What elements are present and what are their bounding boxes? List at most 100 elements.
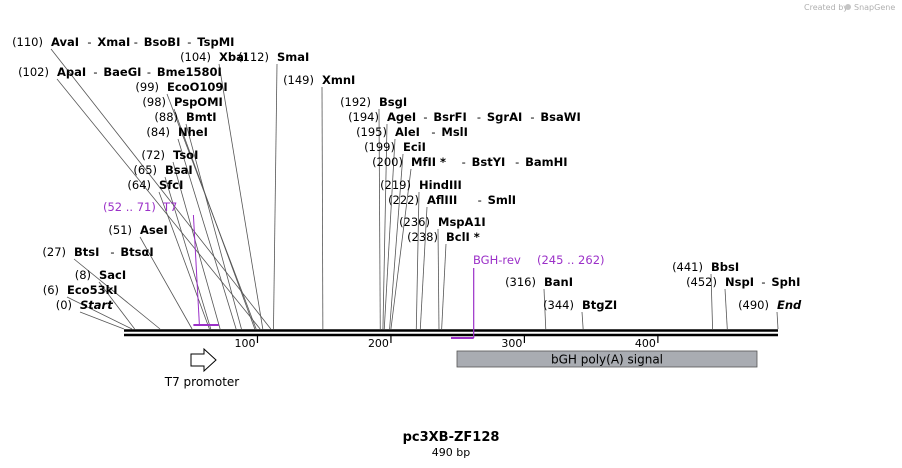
site-ecii[interactable]: (199) EciI xyxy=(364,140,426,154)
enzyme-separator: - xyxy=(431,125,435,139)
site-agei[interactable]: (194) AgeI - BsrFI - SgrAI - BsaWI xyxy=(348,110,581,124)
site-position: (51) xyxy=(108,223,132,237)
site-connector xyxy=(218,63,264,330)
primer-t7[interactable]: (52 .. 71) T7 xyxy=(103,200,219,326)
enzyme-name: SgrAI xyxy=(487,110,522,124)
site-mfii[interactable]: (200) MfII * - BstYI - BamHI xyxy=(372,155,567,169)
enzyme-name: BsaI xyxy=(165,163,193,177)
site-position: (452) xyxy=(686,275,717,289)
site-bmti[interactable]: (88) BmtI xyxy=(154,110,216,124)
site-nhei[interactable]: (84) NheI xyxy=(146,125,208,139)
site-nspi[interactable]: (452) NspI - SphI xyxy=(686,275,800,289)
site-position: (112) xyxy=(238,50,269,64)
site-btsi[interactable]: (27) BtsI - BtsαI xyxy=(42,245,153,259)
site-position: (316) xyxy=(505,275,536,289)
site-bbsi[interactable]: (441) BbsI xyxy=(672,260,739,274)
enzyme-name: MspA1I xyxy=(438,215,486,229)
site-position: (222) xyxy=(388,193,419,207)
enzyme-name: NheI xyxy=(178,125,208,139)
site-btgzi[interactable]: (344) BtgZI xyxy=(543,298,617,312)
site-pspomi[interactable]: (98) PspOMI xyxy=(142,95,222,109)
site-position: (98) xyxy=(142,95,166,109)
site-start[interactable]: (0) Start xyxy=(56,298,114,312)
snapgene-logo-icon xyxy=(845,4,851,10)
site-xbai[interactable]: (104) XbaI xyxy=(180,50,248,64)
site-end[interactable]: (490) End xyxy=(738,298,802,312)
site-alei[interactable]: (195) AleI - MslI xyxy=(356,125,468,139)
site-connector xyxy=(66,296,133,330)
enzyme-name: AseI xyxy=(140,223,168,237)
enzyme-name: MfII * xyxy=(411,155,446,169)
site-apai[interactable]: (102) ApaI - BaeGI - Bme1580I xyxy=(18,65,222,79)
site-position: (199) xyxy=(364,140,395,154)
enzyme-separator: - xyxy=(147,65,151,79)
site-position: (0) xyxy=(56,298,72,312)
enzyme-name: AvaI xyxy=(51,35,79,49)
enzyme-name: BanI xyxy=(544,275,573,289)
credit-text: Created by xyxy=(804,3,848,12)
feature-label: T7 promoter xyxy=(164,375,240,389)
enzyme-name: AgeI xyxy=(387,110,416,124)
enzyme-name: AleI xyxy=(395,125,420,139)
enzyme-name: BtsαI xyxy=(120,245,153,259)
site-avai[interactable]: (110) AvaI - XmaI - BsoBI - TspMI xyxy=(12,35,234,49)
site-bani[interactable]: (316) BanI xyxy=(505,275,573,289)
enzyme-name: BaeGI xyxy=(103,65,141,79)
site-eco53ki[interactable]: (6) Eco53kI xyxy=(43,283,118,297)
enzyme-separator: - xyxy=(134,35,138,49)
enzyme-name: BclI * xyxy=(446,230,480,244)
site-afliii[interactable]: (222) AflIII - SmlI xyxy=(388,193,516,207)
site-position: (219) xyxy=(380,178,411,192)
feature-t7-promoter[interactable]: T7 promoter xyxy=(164,347,240,389)
site-bcli[interactable]: (238) BclI * xyxy=(407,230,480,244)
site-bsai[interactable]: (65) BsaI xyxy=(133,163,192,177)
enzyme-separator: - xyxy=(477,110,481,124)
site-position: (200) xyxy=(372,155,403,169)
enzyme-name: EciI xyxy=(403,140,426,154)
enzyme-name: XmaI xyxy=(97,35,130,49)
site-sfci[interactable]: (64) SfcI xyxy=(127,178,183,192)
site-hindiii[interactable]: (219) HindIII xyxy=(380,178,462,192)
enzyme-name: BbsI xyxy=(711,260,739,274)
site-bsgi[interactable]: (192) BsgI xyxy=(340,95,407,109)
site-position: (64) xyxy=(127,178,151,192)
site-connector xyxy=(724,288,728,330)
site-connector xyxy=(139,236,193,330)
site-position: (194) xyxy=(348,110,379,124)
site-position: (490) xyxy=(738,298,769,312)
site-asei[interactable]: (51) AseI xyxy=(108,223,167,237)
enzyme-name: BmtI xyxy=(186,110,217,124)
enzyme-name: Start xyxy=(80,298,113,312)
enzyme-separator: - xyxy=(462,155,466,169)
site-connector xyxy=(415,191,420,330)
enzyme-name: SacI xyxy=(99,268,126,282)
site-ecoo109i[interactable]: (99) EcoO109I xyxy=(135,80,227,94)
site-smai[interactable]: (112) SmaI xyxy=(238,50,309,64)
site-position: (8) xyxy=(75,268,91,282)
site-connector xyxy=(166,93,257,330)
site-connector xyxy=(321,86,324,330)
site-position: (99) xyxy=(135,80,159,94)
site-position: (6) xyxy=(43,283,59,297)
site-tsoi[interactable]: (72) TsoI xyxy=(141,148,198,162)
primer-bgh-rev[interactable]: BGH-rev (245 .. 262) xyxy=(451,253,605,339)
site-position: (27) xyxy=(42,245,66,259)
site-mspa1i[interactable]: (236) MspA1I xyxy=(399,215,486,229)
enzyme-separator: - xyxy=(761,275,765,289)
site-connector xyxy=(177,138,237,330)
primer-name: T7 xyxy=(162,200,177,214)
enzyme-name: TspMI xyxy=(197,35,234,49)
tick-label: 300 xyxy=(501,337,522,350)
site-connector xyxy=(581,311,584,330)
site-xmni[interactable]: (149) XmnI xyxy=(283,73,355,87)
enzyme-name: EcoO109I xyxy=(167,80,228,94)
site-position: (72) xyxy=(141,148,165,162)
feature-bgh-poly-a-signal[interactable]: bGH poly(A) signal xyxy=(456,350,758,368)
enzyme-separator: - xyxy=(515,155,519,169)
site-connector xyxy=(441,243,447,330)
site-connector xyxy=(390,168,412,330)
site-saci[interactable]: (8) SacI xyxy=(75,268,126,282)
enzyme-name: SphI xyxy=(771,275,800,289)
site-connector xyxy=(382,123,388,330)
